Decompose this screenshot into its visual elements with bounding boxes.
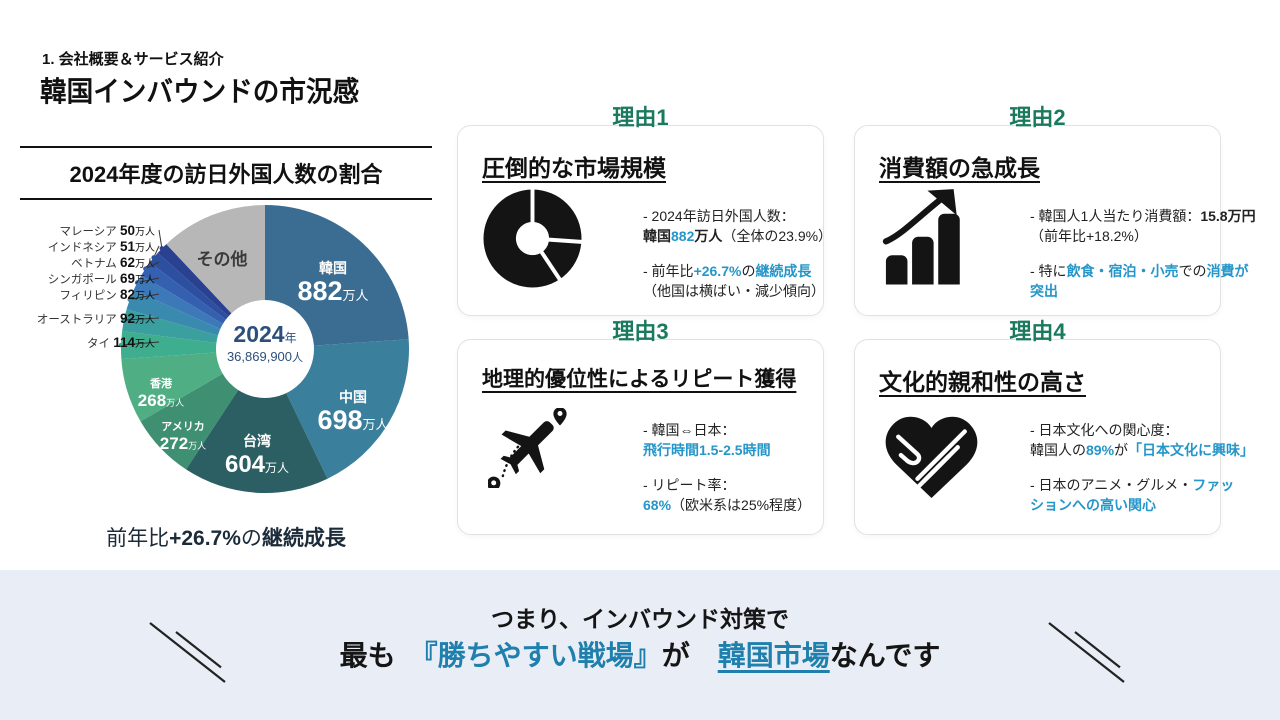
svg-text:台湾: 台湾 — [243, 433, 271, 449]
svg-text:韓国: 韓国 — [319, 260, 347, 276]
svg-text:36,869,900人: 36,869,900人 — [227, 349, 303, 364]
svg-text:香港: 香港 — [149, 376, 173, 390]
svg-text:アメリカ: アメリカ — [161, 420, 204, 433]
svg-text:その他: その他 — [197, 249, 248, 269]
svg-text:中国: 中国 — [339, 389, 367, 405]
